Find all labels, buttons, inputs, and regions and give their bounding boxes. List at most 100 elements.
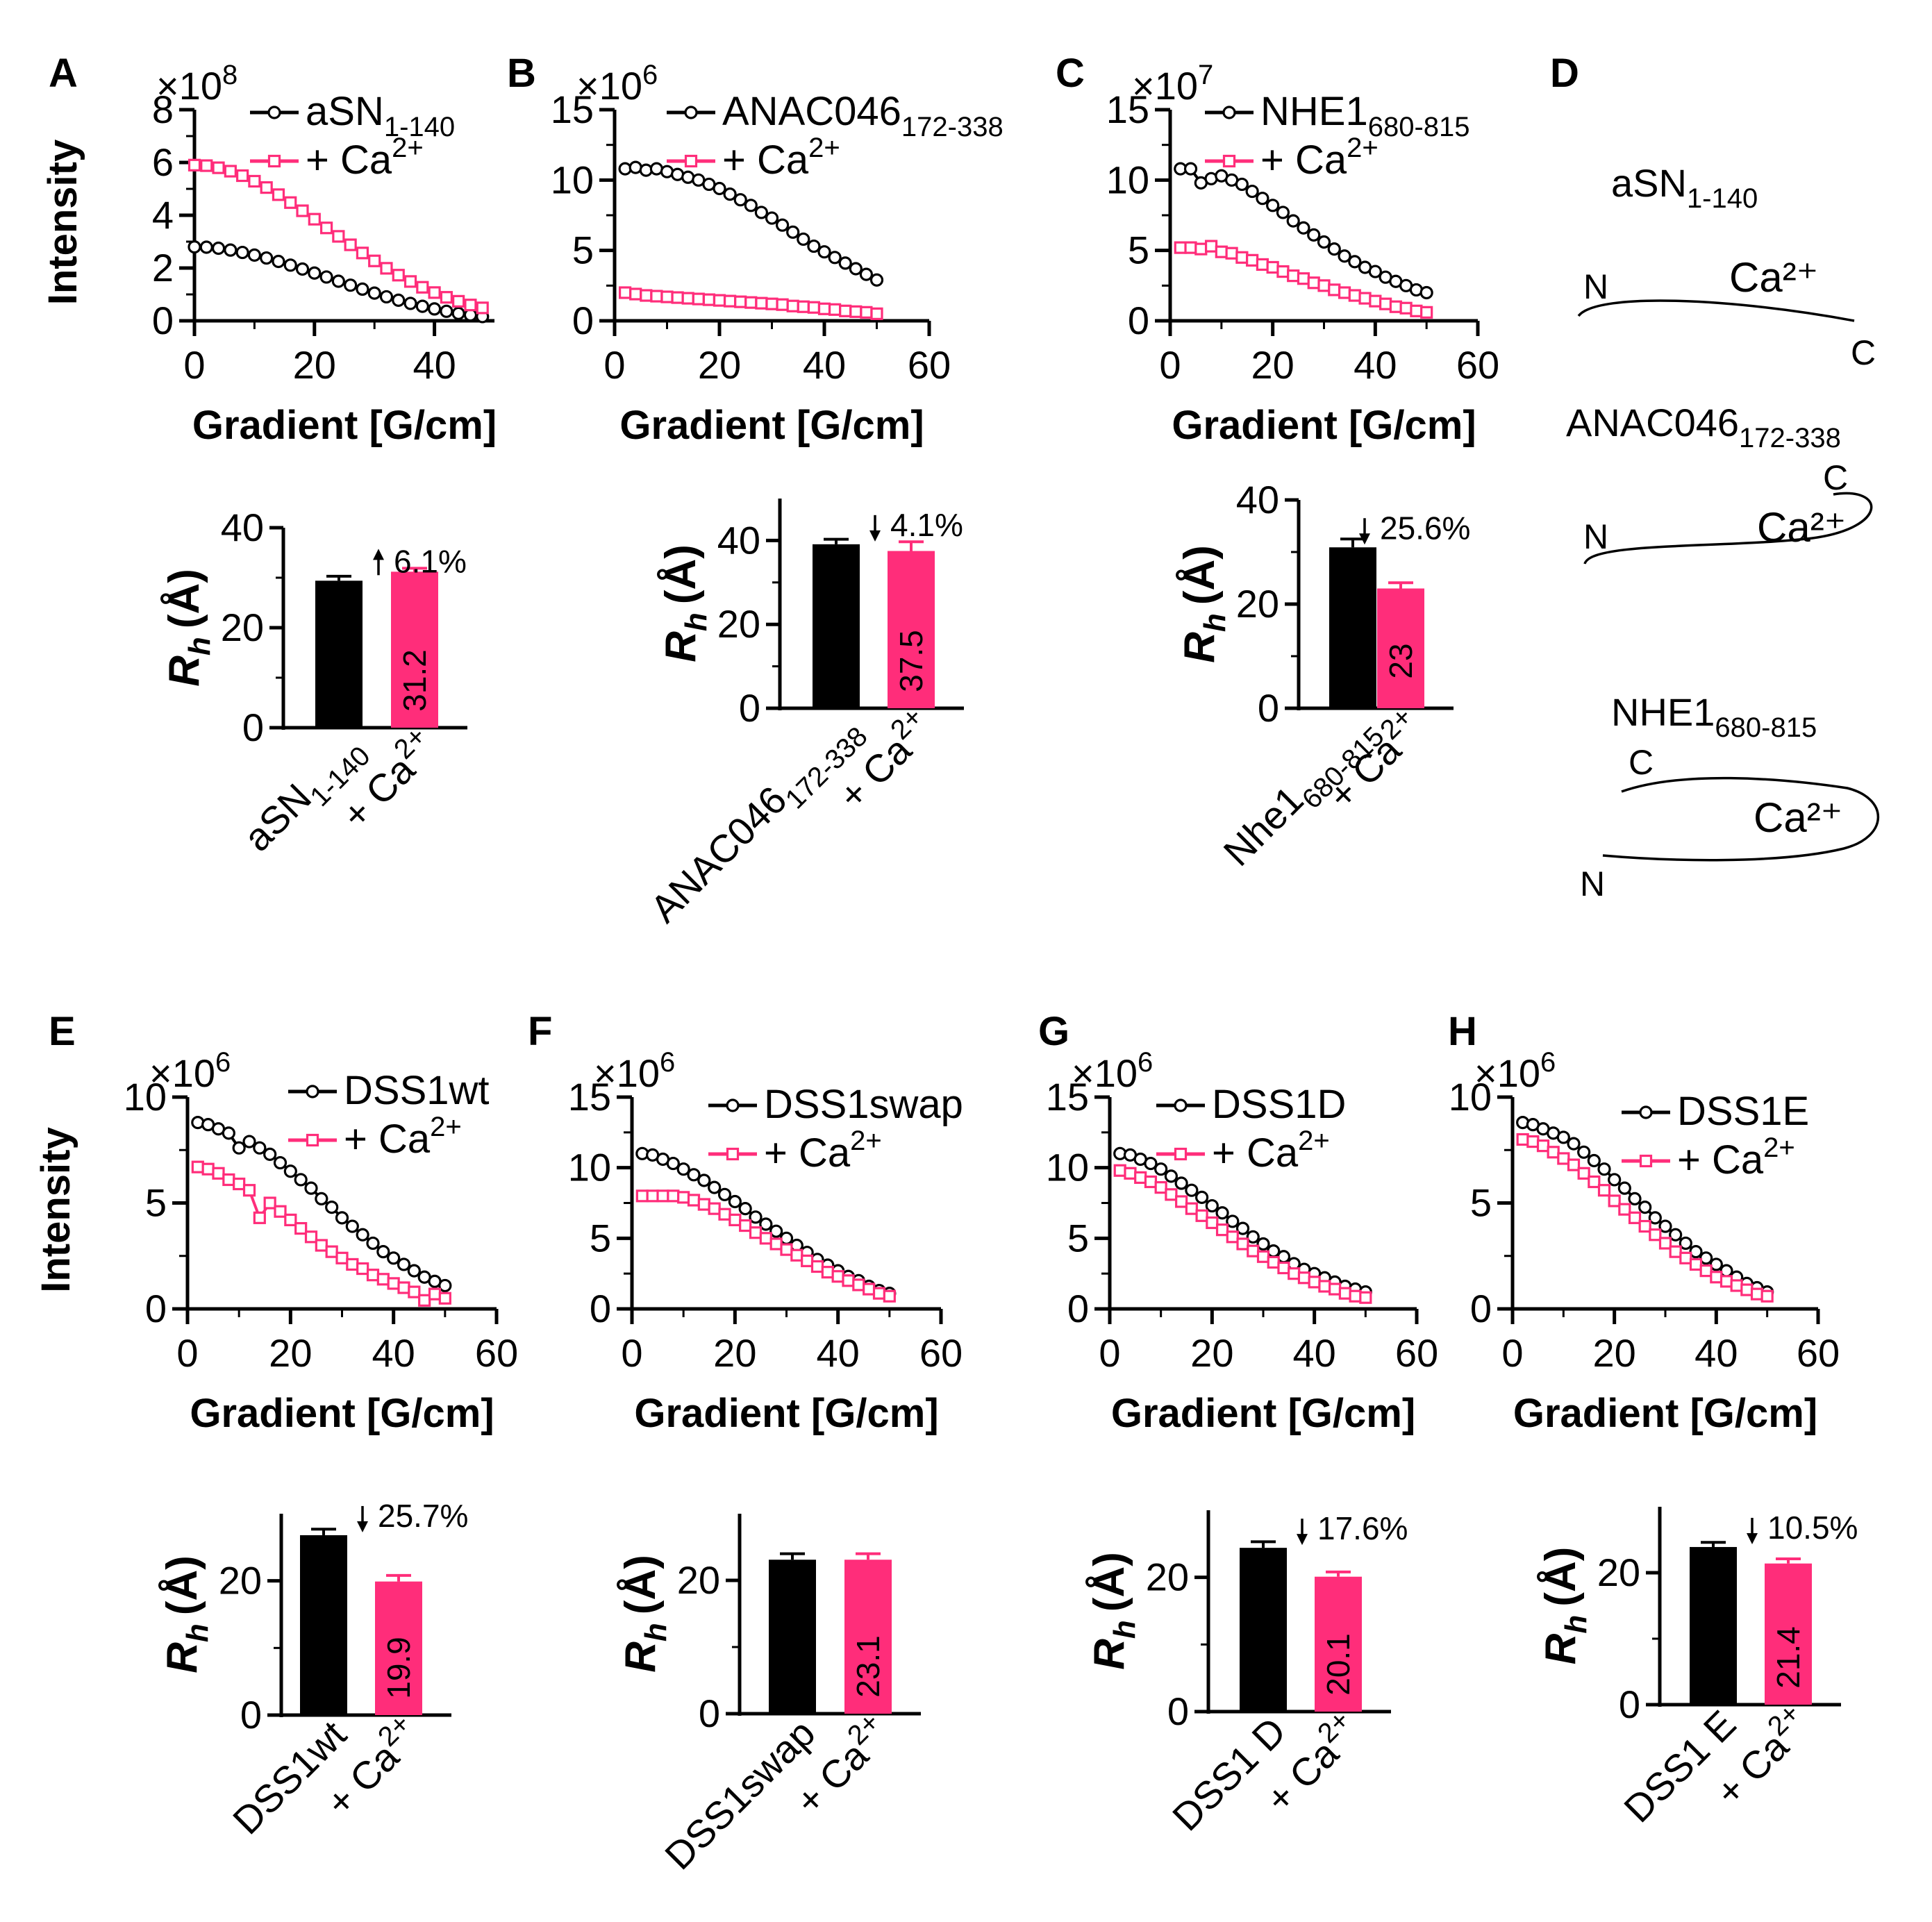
calcium-label: Ca²⁺	[1754, 794, 1842, 841]
exponent-label: ×106	[594, 1047, 675, 1095]
y-tick-label: 0	[240, 1693, 262, 1737]
bar-value-label: 23.9	[1695, 1626, 1731, 1689]
y-tick-label: 15	[568, 1075, 611, 1119]
legend-marker	[1639, 1154, 1653, 1168]
x-tick-label: 0	[603, 343, 625, 387]
exponent-power: 6	[1540, 1047, 1556, 1078]
y-tick-label: 0	[572, 299, 594, 342]
data-point	[775, 218, 790, 232]
data-point	[817, 245, 831, 259]
data-point	[331, 274, 345, 288]
data-point	[1185, 1202, 1198, 1215]
data-point	[1276, 206, 1290, 219]
data-point	[629, 287, 642, 301]
data-point	[728, 1194, 742, 1209]
data-point	[1124, 1167, 1137, 1180]
data-point	[692, 292, 705, 306]
y-tick-label: 4	[152, 193, 174, 237]
ylabel-unit: (Å)	[617, 1555, 665, 1614]
x-tick-label: 40	[803, 343, 846, 387]
x-tick-label: 40	[1694, 1331, 1738, 1375]
data-point	[839, 304, 852, 317]
chain-partial-fold	[1583, 492, 1873, 565]
data-point	[708, 1202, 721, 1215]
n-terminus-label: N	[1580, 864, 1605, 903]
data-point	[1113, 1164, 1126, 1177]
x-tick-label: 20	[269, 1331, 312, 1375]
y-tick-label: 20	[677, 1558, 720, 1602]
legend-label: DSS1wt	[344, 1068, 490, 1113]
data-point	[1669, 1228, 1683, 1242]
data-point	[1256, 1250, 1270, 1263]
n-terminus-label: N	[1583, 267, 1608, 306]
bar-control	[813, 544, 860, 708]
data-point	[755, 296, 768, 310]
bar-value-label: 24.4	[1245, 1633, 1281, 1696]
data-point	[713, 181, 726, 196]
data-point	[376, 1245, 390, 1259]
data-point	[415, 299, 429, 313]
y-tick-label: 20	[1236, 582, 1279, 626]
data-point	[332, 230, 345, 243]
legend-marker	[306, 1085, 319, 1098]
y-tick-label: 0	[1067, 1287, 1089, 1330]
category-text: ANAC046	[642, 778, 795, 931]
data-point	[797, 232, 810, 246]
data-point	[428, 286, 441, 299]
data-point	[702, 293, 716, 306]
data-point	[1689, 1257, 1703, 1271]
ylabel-unit: (Å)	[1537, 1547, 1585, 1607]
y-tick-label: 15	[1106, 87, 1149, 131]
data-point	[403, 275, 417, 288]
data-point	[295, 262, 310, 276]
ylabel-subscript: h	[679, 612, 713, 631]
data-point	[828, 251, 842, 265]
data-point	[188, 240, 201, 254]
data-point	[1597, 1162, 1611, 1176]
bar-control	[1240, 1548, 1287, 1712]
data-point	[769, 1224, 783, 1238]
bar-control	[1329, 547, 1376, 708]
data-point	[1628, 1192, 1642, 1206]
data-point	[1577, 1145, 1591, 1159]
panel-h-decay-plot: H 0 5 10 0 20 40 60 Gradient [G/cm] ×106 DSS1E+ Ca…	[1448, 1009, 1840, 1436]
data-point	[842, 1274, 855, 1287]
data-point	[723, 294, 737, 308]
x-tick-label: 20	[1593, 1331, 1636, 1375]
data-point	[670, 167, 685, 181]
data-point	[224, 165, 237, 178]
data-point	[368, 254, 381, 267]
data-point	[464, 299, 477, 312]
exponent-power: 8	[222, 60, 238, 90]
data-point	[1348, 255, 1362, 269]
data-point	[1587, 1153, 1601, 1168]
data-point	[1235, 177, 1249, 192]
exponent-base: ×10	[1132, 64, 1198, 108]
data-point	[687, 1168, 701, 1182]
y-tick-label: 10	[1449, 1075, 1492, 1119]
data-point	[677, 1191, 690, 1204]
data-point	[786, 225, 800, 239]
y-tick-label: 0	[1619, 1682, 1640, 1726]
data-point	[786, 299, 799, 312]
data-point	[273, 1155, 288, 1170]
data-point	[315, 1192, 328, 1206]
exponent-power: 6	[660, 1047, 675, 1078]
y-tick-label: 40	[1236, 478, 1279, 521]
data-point	[1256, 192, 1269, 206]
data-point	[1719, 1275, 1733, 1288]
arrow-up-icon	[373, 549, 384, 560]
legend-entry: + Ca2+	[1212, 1126, 1330, 1176]
ylabel-symbol: R	[160, 655, 208, 687]
legend-label: + Ca	[306, 137, 392, 183]
legend-entry: ANAC046172-338	[722, 89, 1004, 142]
exponent-label: ×106	[1072, 1047, 1153, 1095]
exponent-label: ×106	[576, 60, 658, 108]
data-point	[1154, 1162, 1168, 1176]
y-tick-label: 0	[145, 1287, 167, 1330]
data-point	[744, 199, 758, 212]
data-point	[403, 296, 417, 310]
y-tick-label: 40	[717, 518, 760, 562]
data-point	[1588, 1175, 1601, 1189]
data-point	[1679, 1236, 1692, 1251]
